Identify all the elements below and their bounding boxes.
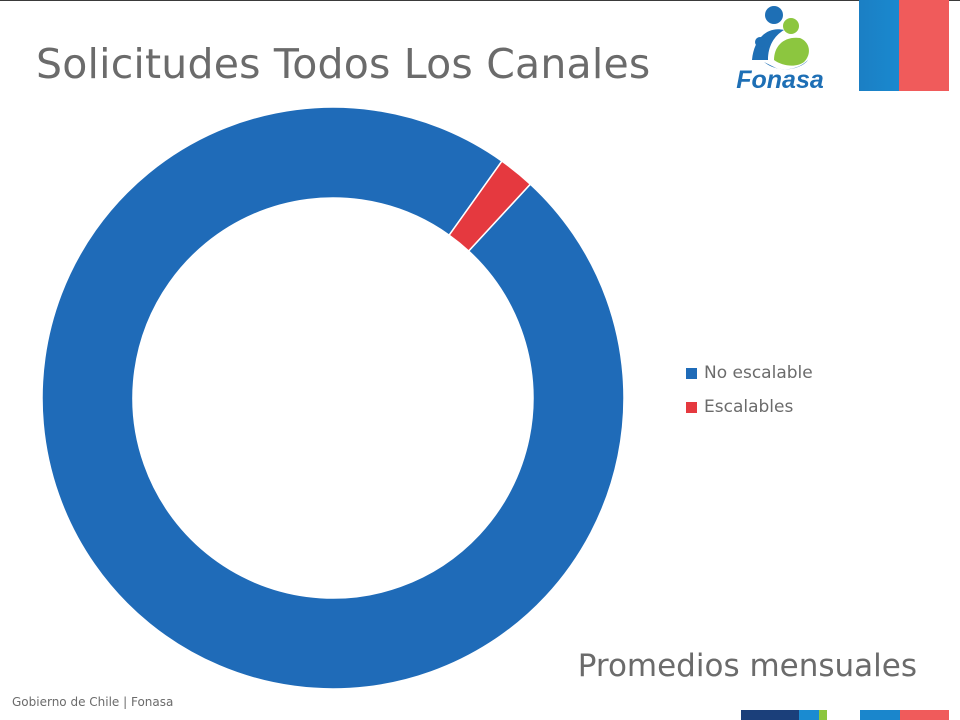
footer-bar-flag-red xyxy=(900,710,949,720)
slide-subtitle: Promedios mensuales xyxy=(577,648,917,684)
logo-wordmark: Fonasa xyxy=(736,66,824,94)
fonasa-logo: Fonasa xyxy=(736,6,824,94)
footer-text: Gobierno de Chile | Fonasa xyxy=(12,695,174,709)
footer-bar-flag-blue xyxy=(860,710,900,720)
donut-slice-no-escalable xyxy=(41,106,625,690)
legend-swatch-no-escalable xyxy=(686,367,697,379)
legend-swatch-escalables xyxy=(686,401,697,413)
slide-title: Solicitudes Todos Los Canales xyxy=(36,40,651,88)
legend-item-escalables: Escalables xyxy=(686,390,813,424)
top-border-line xyxy=(0,0,960,1)
legend-item-no-escalable: No escalable xyxy=(686,356,813,390)
logo-figures-icon xyxy=(752,6,809,70)
footer-bar-green xyxy=(819,710,827,720)
footer-bar-blue xyxy=(799,710,819,720)
flag-red-stripe xyxy=(899,0,949,91)
legend-label-escalables: Escalables xyxy=(704,397,794,417)
footer-bar-dark xyxy=(741,710,799,720)
chart-legend: No escalable Escalables xyxy=(686,356,813,424)
legend-label-no-escalable: No escalable xyxy=(704,363,813,383)
donut-slice-escalables xyxy=(448,160,532,253)
